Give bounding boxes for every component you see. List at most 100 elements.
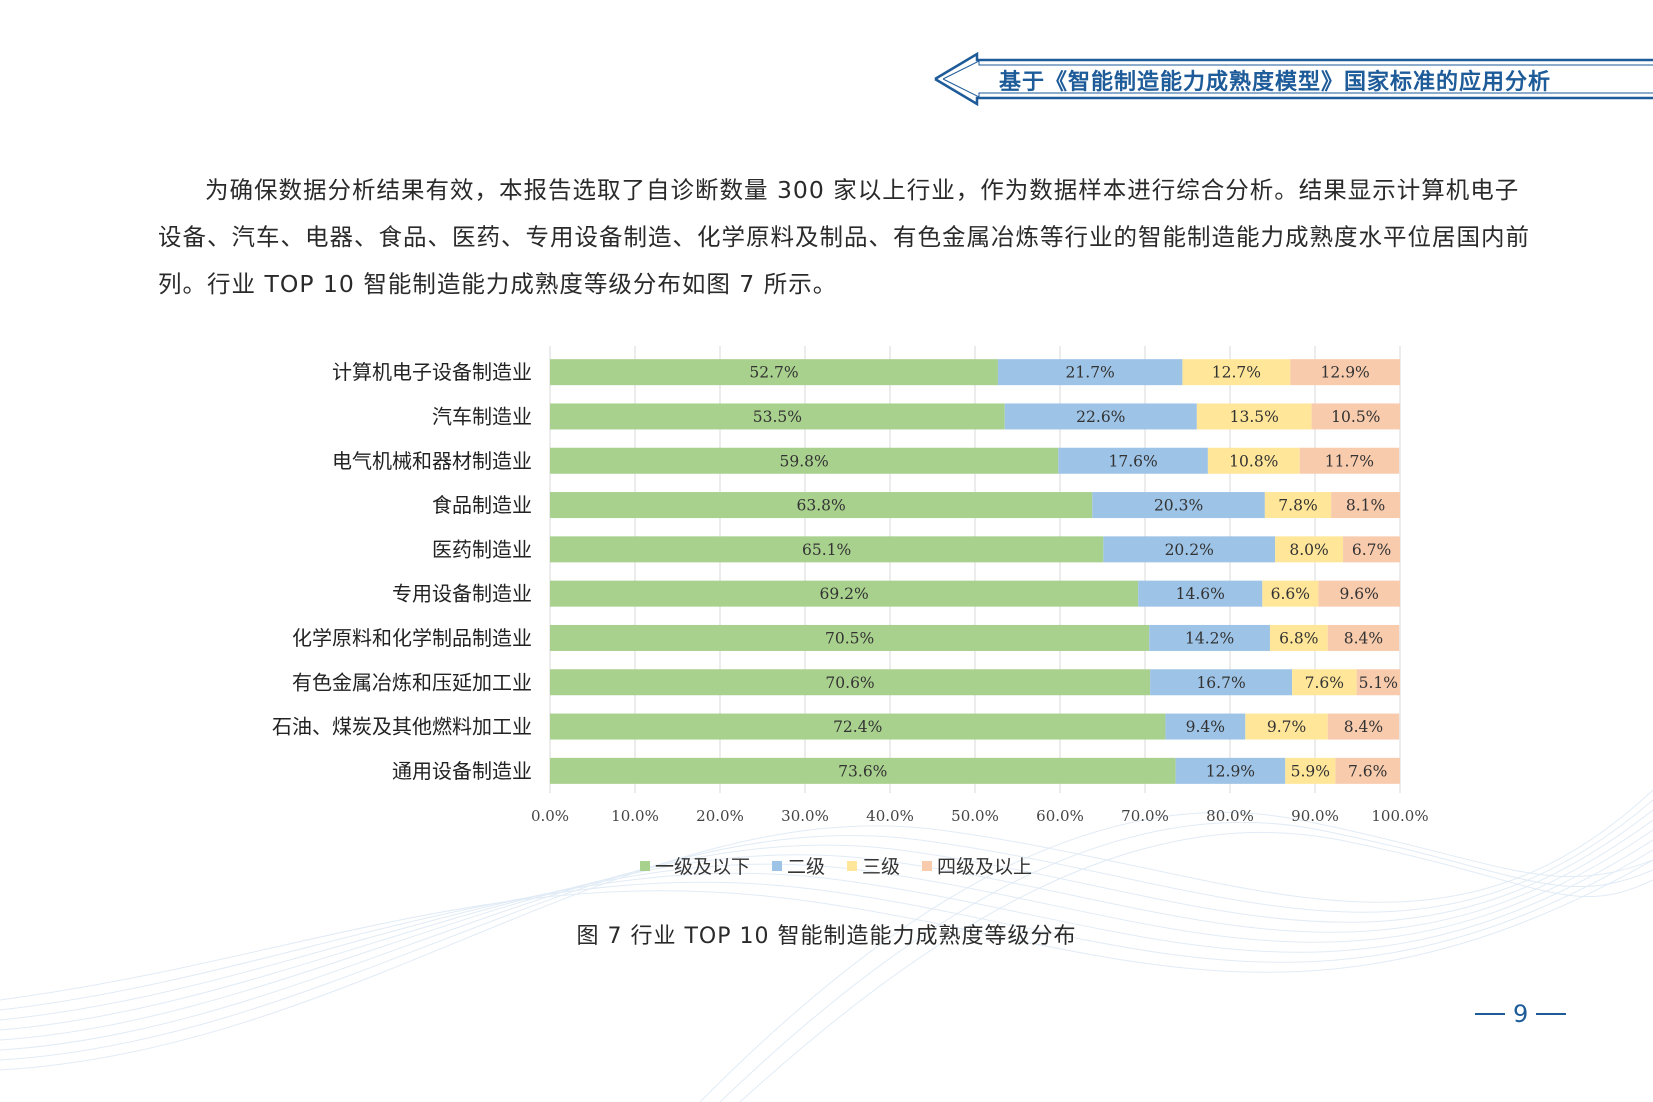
data-label: 7.8%: [1278, 497, 1317, 515]
category-label: 有色金属冶炼和压延加工业: [292, 670, 532, 694]
bar-segment: [1318, 580, 1400, 607]
data-label: 8.0%: [1289, 541, 1328, 559]
page-number-value: 9: [1513, 1000, 1529, 1028]
bar-segment: [1207, 447, 1300, 474]
x-tick-label: 100.0%: [1371, 807, 1428, 825]
legend-label: 一级及以下: [655, 856, 751, 878]
header-title: 基于《智能制造能力成熟度模型》国家标准的应用分析: [999, 70, 1552, 95]
data-label: 14.6%: [1176, 585, 1225, 603]
bar-segment: [550, 403, 1005, 430]
header-banner: 基于《智能制造能力成熟度模型》国家标准的应用分析: [933, 52, 1653, 106]
bar-segment: [1311, 403, 1400, 430]
data-label: 63.8%: [797, 497, 846, 515]
bar-segment: [550, 624, 1150, 651]
bar-segment: [1138, 580, 1263, 607]
bar-segment: [550, 536, 1104, 563]
bar-segment: [1285, 757, 1336, 784]
bar-segment: [550, 669, 1151, 696]
x-tick-label: 40.0%: [866, 807, 914, 825]
stacked-bar-chart: 0.0% 10.0% 20.0% 30.0% 40.0% 50.0% 60.0% 70.0% 8…: [272, 346, 1429, 825]
x-tick-label: 10.0%: [611, 807, 659, 825]
data-label: 70.5%: [825, 629, 874, 647]
data-label: 8.1%: [1346, 497, 1385, 515]
bar-segment: [1269, 624, 1328, 651]
legend-swatch: [772, 860, 783, 871]
category-label: 计算机电子设备制造业: [332, 360, 532, 384]
legend-item: 四级及以上: [922, 852, 1032, 879]
x-tick-label: 30.0%: [781, 807, 829, 825]
page-number-dash-right: [1536, 1013, 1567, 1015]
bar-segment: [1327, 713, 1400, 740]
bar-segment: [1327, 624, 1400, 651]
x-tick-label: 20.0%: [696, 807, 744, 825]
bar-segment: [550, 359, 998, 386]
data-label: 72.4%: [833, 718, 882, 736]
data-label: 11.7%: [1325, 452, 1374, 470]
x-tick-label: 60.0%: [1036, 807, 1084, 825]
data-label: 13.5%: [1230, 408, 1279, 426]
data-label: 52.7%: [749, 364, 798, 382]
page-number-dash-left: [1475, 1013, 1505, 1015]
bar-segment: [1165, 713, 1246, 740]
bar-segment: [1149, 624, 1270, 651]
category-label: 化学原料和化学制品制造业: [292, 626, 532, 650]
data-label: 8.4%: [1344, 718, 1383, 736]
category-label: 食品制造业: [432, 493, 532, 517]
bar-segment: [1275, 536, 1344, 563]
bar-segment: [1264, 492, 1332, 519]
category-label: 石油、煤炭及其他燃料加工业: [272, 715, 532, 739]
data-label: 70.6%: [825, 674, 874, 692]
data-label: 20.2%: [1165, 541, 1214, 559]
x-tick-label: 70.0%: [1121, 807, 1169, 825]
data-label: 9.7%: [1267, 718, 1306, 736]
data-label: 59.8%: [780, 452, 829, 470]
bar-segment: [1335, 757, 1400, 784]
figure-caption: 图 7 行业 TOP 10 智能制造能力成熟度等级分布: [576, 924, 1077, 949]
legend-swatch: [847, 860, 858, 871]
legend-label: 二级: [787, 856, 826, 878]
bar-segment: [1245, 713, 1328, 740]
data-label: 6.6%: [1271, 585, 1310, 603]
category-label: 医药制造业: [432, 537, 532, 561]
data-label: 12.7%: [1212, 364, 1261, 382]
data-label: 69.2%: [819, 585, 868, 603]
x-tick-label: 50.0%: [951, 807, 999, 825]
bar-segment: [1182, 359, 1291, 386]
data-label: 12.9%: [1206, 762, 1255, 780]
bar-segment: [550, 447, 1059, 474]
data-label: 6.7%: [1352, 541, 1391, 559]
legend-item: 三级: [847, 852, 900, 879]
legend-label: 四级及以上: [937, 856, 1033, 878]
legend-item: 一级及以下: [640, 852, 750, 879]
bar-segment: [550, 757, 1176, 784]
category-label: 汽车制造业: [432, 404, 532, 428]
banner-arrow-shape: [934, 52, 1653, 106]
legend-swatch: [922, 860, 933, 871]
legend-label: 三级: [862, 856, 901, 878]
bar-segment: [1292, 669, 1357, 696]
bar-segment: [1290, 359, 1400, 386]
data-label: 12.9%: [1321, 364, 1370, 382]
data-label: 5.1%: [1359, 674, 1398, 692]
bar-segment: [550, 492, 1093, 519]
bar-segment: [1331, 492, 1400, 519]
legend-swatch: [640, 860, 650, 871]
bar-segment: [1092, 492, 1265, 519]
data-label: 6.8%: [1279, 629, 1318, 647]
bar-segment: [550, 580, 1139, 607]
x-tick-label: 80.0%: [1206, 807, 1254, 825]
bar-segment: [1103, 536, 1276, 563]
bar-segment: [1356, 669, 1400, 696]
bar-segment: [997, 359, 1183, 386]
data-label: 16.7%: [1196, 674, 1245, 692]
chart-legend: 一级及以下 二级 三级 四级及以上: [640, 852, 1032, 879]
legend-item: 二级: [772, 852, 825, 879]
x-tick-label: 90.0%: [1291, 807, 1339, 825]
data-label: 17.6%: [1108, 452, 1157, 470]
data-label: 7.6%: [1348, 762, 1387, 780]
bar-segment: [1150, 669, 1293, 696]
data-label: 10.5%: [1331, 408, 1380, 426]
data-label: 73.6%: [838, 762, 887, 780]
bar-segment: [1004, 403, 1197, 430]
data-label: 14.2%: [1185, 629, 1234, 647]
